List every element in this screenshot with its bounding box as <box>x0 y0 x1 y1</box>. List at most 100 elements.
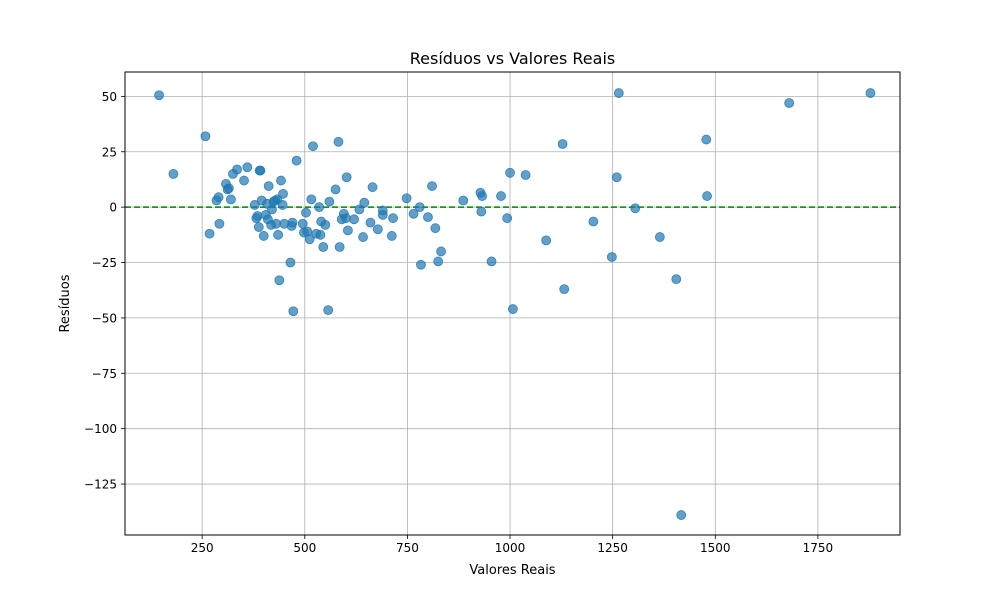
y-tick-label: −100 <box>84 422 117 436</box>
data-point <box>239 175 249 186</box>
data-point <box>204 228 215 239</box>
data-point <box>255 165 266 176</box>
data-point <box>559 284 570 295</box>
data-point <box>427 181 437 191</box>
data-point <box>242 162 253 173</box>
data-point <box>304 234 315 245</box>
x-tick-label: 500 <box>293 541 316 555</box>
data-point <box>278 188 288 199</box>
data-point <box>416 259 426 270</box>
data-point <box>458 195 469 206</box>
y-tick-label: −50 <box>92 311 117 325</box>
x-tick-label: 1750 <box>803 541 834 555</box>
data-point <box>315 229 326 240</box>
data-point <box>232 164 242 175</box>
data-point <box>367 182 378 193</box>
x-tick-label: 750 <box>396 541 419 555</box>
data-point <box>253 222 264 232</box>
data-point <box>606 252 617 262</box>
data-point <box>263 181 274 191</box>
x-tick-label: 1250 <box>597 541 628 555</box>
data-point <box>214 218 225 229</box>
data-point <box>324 196 335 207</box>
data-point <box>168 169 179 179</box>
data-point <box>333 136 344 147</box>
data-point <box>314 202 325 213</box>
data-point <box>223 183 234 194</box>
data-point <box>330 184 341 195</box>
data-point <box>520 170 531 180</box>
data-point <box>613 88 624 98</box>
data-point <box>213 192 224 203</box>
data-point <box>323 305 334 316</box>
data-point <box>401 193 412 204</box>
data-point <box>285 257 296 268</box>
data-point <box>320 219 331 230</box>
data-point <box>288 306 299 317</box>
data-point <box>334 242 345 252</box>
y-tick-label: 0 <box>109 201 117 215</box>
data-point <box>654 232 665 242</box>
data-point <box>486 256 497 267</box>
data-point <box>588 216 599 227</box>
x-tick-label: 1000 <box>495 541 526 555</box>
data-point <box>277 200 288 210</box>
data-point <box>423 212 433 223</box>
data-point <box>388 213 398 224</box>
data-point <box>358 232 368 242</box>
x-tick-label: 250 <box>191 541 214 555</box>
data-point <box>301 207 311 218</box>
data-point <box>541 235 552 246</box>
data-point <box>274 275 285 286</box>
x-tick-label: 1500 <box>700 541 731 555</box>
data-point <box>496 191 506 201</box>
data-point <box>271 218 281 229</box>
y-tick-label: 50 <box>102 90 117 104</box>
data-point <box>436 246 446 257</box>
data-point <box>671 274 682 285</box>
y-tick-label: −75 <box>92 367 117 381</box>
data-point <box>341 172 352 183</box>
y-tick-label: −25 <box>92 256 117 270</box>
x-axis-ticks: 250 500 750 1000 1250 1500 1750 <box>191 535 833 555</box>
x-axis-label: Valores Reais <box>469 563 555 578</box>
y-tick-label: −125 <box>84 478 117 492</box>
data-point <box>557 139 568 149</box>
data-point <box>154 90 164 101</box>
data-point <box>308 141 318 152</box>
data-point <box>865 88 876 98</box>
plot-frame <box>124 71 901 536</box>
data-point <box>291 155 302 166</box>
y-tick-label: 25 <box>102 145 117 159</box>
data-point <box>508 304 518 314</box>
data-points <box>154 88 876 520</box>
data-point <box>433 256 444 267</box>
chart-title: Resíduos vs Valores Reais <box>410 49 615 68</box>
data-point <box>342 225 353 236</box>
data-point <box>414 202 425 213</box>
data-point <box>505 167 515 178</box>
data-point <box>477 191 488 201</box>
data-point <box>502 213 513 224</box>
data-point <box>476 206 487 217</box>
data-point <box>386 231 397 241</box>
data-point <box>372 224 383 235</box>
grid-lines <box>125 72 900 535</box>
data-point <box>408 208 419 219</box>
data-point <box>702 191 712 201</box>
data-point <box>676 510 687 520</box>
data-point <box>318 242 329 252</box>
data-point <box>430 223 441 234</box>
data-point <box>273 229 284 240</box>
data-point <box>349 214 359 225</box>
data-point <box>226 194 236 205</box>
data-point <box>249 200 260 210</box>
data-point <box>306 194 317 205</box>
data-point <box>287 217 298 228</box>
y-axis-ticks: 50 25 0 −25 −50 −75 −100 −125 <box>84 90 125 492</box>
data-point <box>630 203 641 214</box>
data-point <box>365 217 376 228</box>
